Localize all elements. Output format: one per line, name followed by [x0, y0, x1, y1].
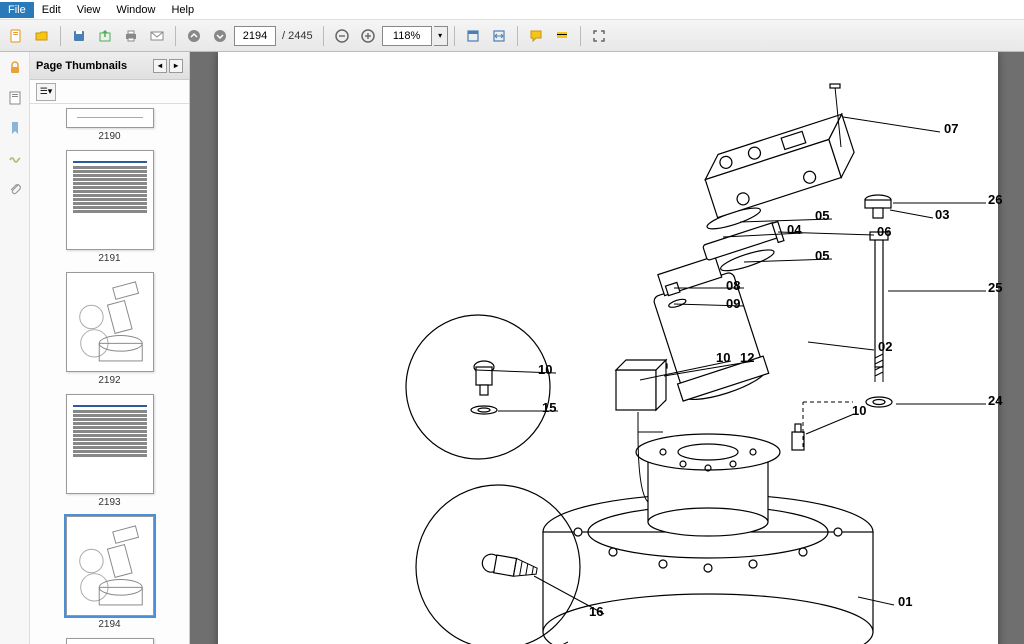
document-page: 01020304050506070809101010121516242526 — [218, 52, 998, 644]
menu-window[interactable]: Window — [108, 2, 163, 18]
diagram-callout: 10 — [852, 403, 866, 418]
diagram-callout: 10 — [716, 350, 730, 365]
document-viewport[interactable]: 01 02 03 04 05 05 06 07 08 09 10 10 10 12 15 16 24 25 26 — [190, 52, 1024, 644]
zoom-in-button[interactable] — [356, 24, 380, 48]
menu-edit[interactable]: Edit — [34, 2, 69, 18]
diagram-callout: 25 — [988, 280, 1002, 295]
menu-file[interactable]: File — [0, 2, 34, 18]
thumbnail-label: 2191 — [98, 253, 120, 264]
print-button[interactable] — [119, 24, 143, 48]
thumbnails-options: ☰▾ — [30, 80, 189, 104]
attachment-icon[interactable] — [5, 178, 25, 198]
diagram-callout: 02 — [878, 339, 892, 354]
diagram-callout: 16 — [589, 604, 603, 619]
thumbnail-image[interactable] — [66, 638, 154, 644]
diagram-callout: 05 — [815, 208, 829, 223]
thumbnails-options-button[interactable]: ☰▾ — [36, 83, 56, 101]
diagram-callout: 01 — [898, 594, 912, 609]
save-button[interactable] — [67, 24, 91, 48]
thumbnail-image[interactable] — [66, 516, 154, 616]
fullscreen-button[interactable] — [587, 24, 611, 48]
toolbar-separator — [323, 26, 324, 46]
signature-icon[interactable] — [5, 148, 25, 168]
page-down-button[interactable] — [208, 24, 232, 48]
thumbnail-item[interactable]: 2195 — [30, 638, 189, 644]
diagram-callout: 07 — [944, 121, 958, 136]
zoom-out-button[interactable] — [330, 24, 354, 48]
diagram-callout: 26 — [988, 192, 1002, 207]
thumbnails-panel: Page Thumbnails ◂ ▸ ☰▾ 21902191219221932… — [30, 52, 190, 644]
thumbnails-list[interactable]: 2190 2191 2192 2193 2194 2195 — [30, 104, 189, 644]
diagram-callout: 08 — [726, 278, 740, 293]
create-pdf-button[interactable] — [4, 24, 28, 48]
menu-view[interactable]: View — [69, 2, 109, 18]
fit-page-button[interactable] — [461, 24, 485, 48]
menu-bar: File Edit View Window Help — [0, 0, 1024, 20]
comment-button[interactable] — [524, 24, 548, 48]
export-button[interactable] — [93, 24, 117, 48]
thumbnail-image[interactable] — [66, 394, 154, 494]
thumbnails-header: Page Thumbnails ◂ ▸ — [30, 52, 189, 80]
diagram-callout: 09 — [726, 296, 740, 311]
side-icon-strip — [0, 52, 30, 644]
thumbnail-image[interactable] — [66, 272, 154, 372]
thumbnails-title: Page Thumbnails — [36, 60, 127, 72]
thumbnails-next-button[interactable]: ▸ — [169, 59, 183, 73]
fit-width-button[interactable] — [487, 24, 511, 48]
thumbnail-image[interactable] — [66, 150, 154, 250]
diagram-callout: 06 — [877, 224, 891, 239]
thumbnail-item[interactable]: 2191 — [30, 150, 189, 264]
thumbnail-item[interactable]: 2193 — [30, 394, 189, 508]
zoom-dropdown[interactable]: ▾ — [434, 26, 448, 46]
thumbnail-label: 2190 — [98, 131, 120, 142]
diagram-callout: 12 — [740, 350, 754, 365]
zoom-input[interactable] — [382, 26, 432, 46]
menu-help[interactable]: Help — [163, 2, 202, 18]
thumbnail-image[interactable] — [66, 108, 154, 128]
toolbar-separator — [454, 26, 455, 46]
diagram-callout: 24 — [988, 393, 1002, 408]
thumbnail-label: 2193 — [98, 497, 120, 508]
thumbnail-item[interactable]: 2190 — [30, 108, 189, 142]
diagram-callout: 05 — [815, 248, 829, 263]
main-area: Page Thumbnails ◂ ▸ ☰▾ 21902191219221932… — [0, 52, 1024, 644]
toolbar: / 2445 ▾ — [0, 20, 1024, 52]
email-button[interactable] — [145, 24, 169, 48]
diagram-callout: 10 — [538, 362, 552, 377]
thumbnails-prev-button[interactable]: ◂ — [153, 59, 167, 73]
diagram-callout: 03 — [935, 207, 949, 222]
toolbar-separator — [60, 26, 61, 46]
toolbar-separator — [580, 26, 581, 46]
highlight-button[interactable] — [550, 24, 574, 48]
toolbar-separator — [517, 26, 518, 46]
thumbnail-item[interactable]: 2192 — [30, 272, 189, 386]
thumbnail-label: 2194 — [98, 619, 120, 630]
diagram-callout: 15 — [542, 400, 556, 415]
bookmark-icon[interactable] — [5, 118, 25, 138]
toolbar-separator — [175, 26, 176, 46]
page-up-button[interactable] — [182, 24, 206, 48]
thumbnail-item[interactable]: 2194 — [30, 516, 189, 630]
lock-icon[interactable] — [5, 58, 25, 78]
open-button[interactable] — [30, 24, 54, 48]
parts-diagram: 01020304050506070809101010121516242526 — [218, 52, 998, 644]
page-number-input[interactable] — [234, 26, 276, 46]
diagram-callout: 04 — [787, 222, 801, 237]
thumbnail-label: 2192 — [98, 375, 120, 386]
thumbnails-icon[interactable] — [5, 88, 25, 108]
page-total-label: / 2445 — [278, 30, 317, 42]
